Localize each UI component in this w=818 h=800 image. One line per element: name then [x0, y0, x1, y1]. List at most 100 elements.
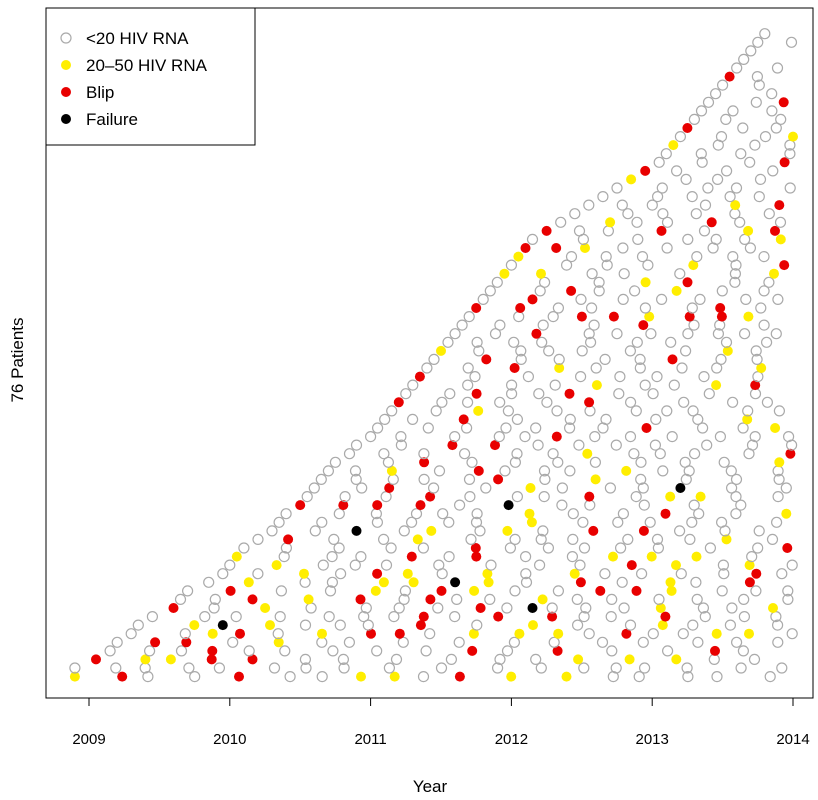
point-20-50 — [580, 243, 590, 253]
point-blip — [608, 311, 619, 322]
point-lt20 — [750, 585, 762, 597]
point-lt20 — [624, 431, 637, 443]
point-lt20 — [718, 568, 730, 580]
point-lt20 — [574, 371, 587, 383]
point-blip — [458, 414, 469, 425]
point-lt20 — [484, 593, 496, 606]
point-20-50 — [671, 560, 681, 571]
point-lt20 — [635, 456, 647, 468]
point-blip — [682, 277, 693, 288]
point-blip — [751, 568, 762, 579]
point-lt20 — [653, 593, 665, 606]
point-lt20 — [583, 628, 595, 640]
point-20-50 — [691, 551, 702, 562]
point-20-50 — [671, 654, 682, 665]
point-blip — [415, 500, 426, 511]
point-failure-3 — [450, 577, 461, 588]
point-lt20 — [739, 233, 751, 245]
point-lt20 — [661, 216, 674, 228]
point-lt20 — [771, 619, 784, 631]
point-20-50 — [469, 585, 480, 596]
point-lt20 — [773, 405, 786, 417]
point-lt20 — [437, 508, 449, 520]
point-lt20 — [738, 328, 751, 340]
point-lt20 — [606, 593, 618, 606]
point-lt20 — [583, 328, 595, 340]
x-tick-label-2011: 2011 — [354, 731, 386, 748]
point-lt20 — [501, 645, 514, 657]
point-lt20 — [651, 191, 664, 203]
legend-label-failure: Failure — [86, 110, 138, 129]
point-20-50 — [69, 671, 80, 682]
point-lt20 — [674, 268, 686, 280]
point-lt20 — [378, 533, 390, 546]
point-lt20 — [589, 431, 601, 443]
point-lt20 — [333, 542, 345, 554]
point-lt20 — [716, 585, 728, 597]
point-lt20 — [724, 619, 737, 631]
point-lt20 — [308, 482, 320, 494]
point-lt20 — [628, 448, 640, 460]
point-lt20 — [238, 542, 250, 554]
point-lt20 — [520, 576, 533, 588]
point-lt20 — [463, 473, 476, 485]
point-lt20 — [547, 311, 559, 323]
point-lt20 — [631, 336, 643, 348]
point-lt20 — [569, 208, 581, 220]
y-axis-title: 76 Patients — [8, 317, 27, 402]
point-lt20 — [758, 251, 770, 263]
point-lt20 — [784, 148, 796, 160]
point-lt20 — [767, 165, 779, 177]
point-blip — [509, 363, 520, 373]
point-lt20 — [189, 670, 201, 683]
point-blip — [667, 354, 678, 365]
point-lt20 — [491, 276, 503, 288]
point-blip — [520, 243, 531, 253]
point-failure-1 — [217, 620, 228, 631]
point-lt20 — [772, 636, 784, 648]
point-20-50 — [624, 654, 635, 665]
point-lt20 — [502, 405, 514, 417]
point-lt20 — [213, 662, 225, 674]
point-lt20 — [681, 662, 693, 674]
point-lt20 — [746, 550, 758, 563]
point-lt20 — [578, 542, 591, 554]
point-lt20 — [647, 388, 659, 400]
point-lt20 — [543, 345, 555, 357]
point-20-50 — [482, 568, 493, 579]
point-20-50 — [743, 225, 754, 236]
point-blip — [770, 225, 780, 236]
point-lt20 — [356, 482, 368, 494]
point-lt20 — [350, 473, 362, 485]
point-lt20 — [334, 619, 346, 631]
point-lt20 — [676, 362, 688, 374]
point-lt20 — [489, 328, 502, 340]
point-blip — [493, 474, 504, 485]
point-lt20 — [203, 576, 215, 588]
point-lt20 — [549, 379, 561, 391]
point-20-50 — [260, 603, 271, 613]
point-lt20 — [738, 610, 751, 623]
point-lt20 — [316, 670, 328, 683]
point-lt20 — [275, 585, 287, 597]
point-lt20 — [688, 113, 701, 126]
point-lt20 — [499, 465, 511, 477]
point-lt20 — [752, 36, 764, 48]
point-lt20 — [556, 482, 569, 494]
point-lt20 — [444, 388, 456, 400]
point-lt20 — [749, 388, 762, 400]
point-lt20 — [727, 251, 739, 263]
point-lt20 — [443, 516, 455, 528]
point-20-50 — [711, 380, 722, 391]
point-lt20 — [386, 405, 398, 417]
point-lt20 — [279, 645, 291, 657]
point-lt20 — [418, 473, 430, 485]
point-lt20 — [774, 216, 787, 228]
point-20-50 — [356, 671, 366, 682]
point-20-50 — [770, 423, 781, 433]
point-lt20 — [764, 670, 776, 683]
point-blip — [744, 577, 755, 588]
point-lt20 — [638, 499, 650, 511]
point-lt20 — [372, 422, 384, 434]
point-lt20 — [630, 405, 642, 417]
